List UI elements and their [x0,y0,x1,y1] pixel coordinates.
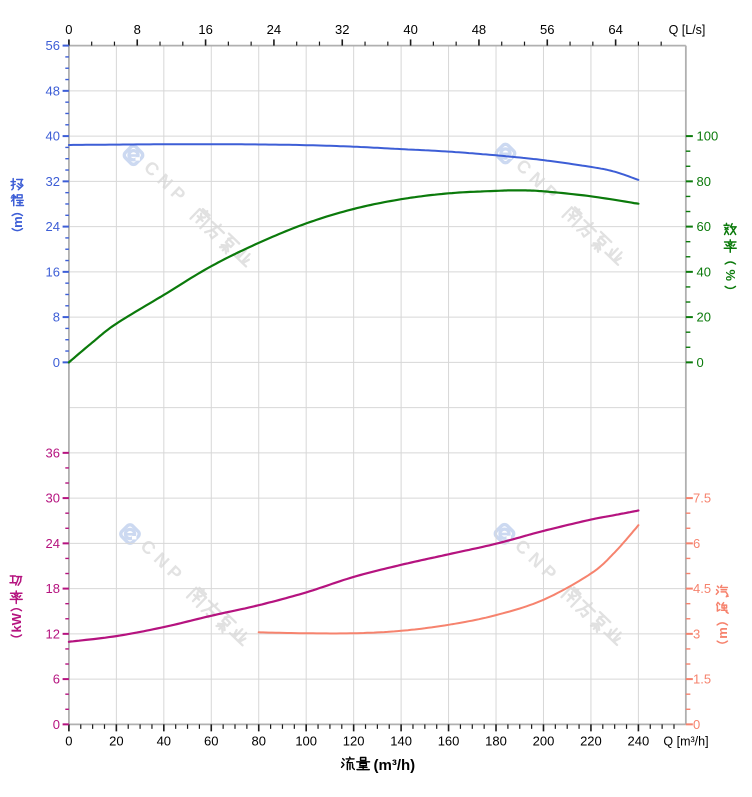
svg-text:48: 48 [46,83,60,98]
svg-text:32: 32 [46,174,60,189]
svg-text:80: 80 [251,734,265,749]
svg-text:100: 100 [697,129,719,144]
svg-text:100: 100 [295,734,317,749]
svg-text:180: 180 [485,734,507,749]
svg-text:40: 40 [157,734,171,749]
svg-text:Q [m³/h]: Q [m³/h] [663,735,708,749]
svg-text:220: 220 [580,734,602,749]
svg-text:0: 0 [53,355,60,370]
svg-text:120: 120 [343,734,365,749]
svg-text:40: 40 [46,129,60,144]
svg-text:16: 16 [46,264,60,279]
svg-text:24: 24 [267,22,281,37]
svg-text:%: % [723,269,738,281]
svg-text:3: 3 [693,626,700,641]
svg-text:56: 56 [46,38,60,53]
svg-text:64: 64 [608,22,622,37]
svg-text:12: 12 [46,626,60,641]
svg-text:kW: kW [9,612,24,632]
svg-text:20: 20 [109,734,123,749]
svg-text:m: m [715,627,730,639]
svg-text:18: 18 [46,581,60,596]
svg-text:0: 0 [693,717,700,732]
svg-text:160: 160 [438,734,460,749]
svg-text:30: 30 [46,491,60,506]
svg-text:56: 56 [540,22,554,37]
svg-text:m: m [10,216,25,228]
svg-text:200: 200 [533,734,555,749]
svg-text:8: 8 [134,22,141,37]
svg-text:4.5: 4.5 [693,581,711,596]
svg-text:36: 36 [46,445,60,460]
svg-text:0: 0 [53,717,60,732]
svg-text:240: 240 [628,734,650,749]
svg-text:(m³/h): (m³/h) [374,757,416,774]
svg-text:40: 40 [403,22,417,37]
svg-text:60: 60 [204,734,218,749]
svg-text:0: 0 [65,734,72,749]
svg-text:0: 0 [65,22,72,37]
svg-text:40: 40 [697,264,711,279]
svg-text:Q [L/s]: Q [L/s] [669,23,706,37]
svg-text:6: 6 [53,672,60,687]
svg-text:48: 48 [472,22,486,37]
svg-text:16: 16 [198,22,212,37]
svg-text:7.5: 7.5 [693,491,711,506]
svg-text:24: 24 [46,536,60,551]
svg-text:140: 140 [390,734,412,749]
svg-text:24: 24 [46,219,60,234]
svg-text:60: 60 [697,219,711,234]
svg-text:20: 20 [697,310,711,325]
svg-text:80: 80 [697,174,711,189]
svg-text:32: 32 [335,22,349,37]
svg-text:1.5: 1.5 [693,672,711,687]
svg-text:0: 0 [697,355,704,370]
svg-text:6: 6 [693,536,700,551]
svg-text:8: 8 [53,310,60,325]
